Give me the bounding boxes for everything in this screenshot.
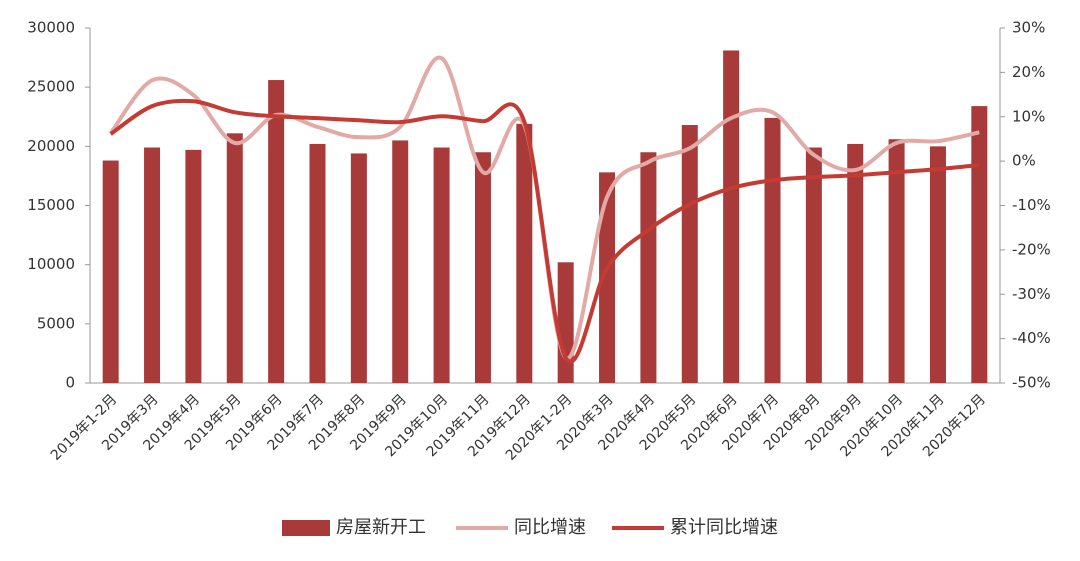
bar — [102, 160, 119, 383]
bar — [185, 149, 202, 383]
y2-tick-label: -50% — [1012, 374, 1051, 392]
y-tick-label: 0 — [65, 374, 75, 392]
bar — [392, 140, 409, 383]
bar — [640, 152, 657, 383]
bar — [847, 143, 864, 383]
bar — [971, 106, 988, 383]
line — [109, 98, 980, 364]
y2-tick-label: -10% — [1012, 196, 1051, 214]
bar — [226, 133, 243, 383]
y2-tick-label: -40% — [1012, 329, 1051, 347]
bar — [888, 139, 905, 383]
bar — [268, 80, 285, 384]
bar — [557, 262, 574, 383]
bar — [433, 147, 450, 383]
y2-tick-label: 10% — [1012, 107, 1045, 125]
y-tick-label: 10000 — [27, 255, 75, 273]
bar — [764, 117, 781, 383]
legend-label: 同比增速 — [514, 517, 586, 538]
bar — [681, 125, 698, 384]
legend-label: 房屋新开工 — [336, 517, 426, 538]
legend-swatch — [282, 520, 330, 536]
y-tick-label: 15000 — [27, 196, 75, 214]
bar — [309, 143, 326, 383]
y-tick-label: 5000 — [37, 314, 75, 332]
bar — [805, 147, 822, 383]
y2-tick-label: 0% — [1012, 152, 1036, 170]
y2-tick-label: -20% — [1012, 240, 1051, 258]
y2-tick-label: 30% — [1012, 19, 1045, 37]
legend-label: 累计同比增速 — [670, 517, 778, 538]
bar — [144, 147, 161, 383]
bar — [929, 146, 946, 383]
y-tick-label: 30000 — [27, 19, 75, 37]
y2-tick-label: -30% — [1012, 285, 1051, 303]
bar — [723, 50, 740, 383]
bar — [350, 153, 367, 383]
y-tick-label: 25000 — [27, 78, 75, 96]
bar — [516, 123, 533, 383]
bar — [599, 172, 616, 383]
y2-tick-label: 20% — [1012, 63, 1045, 81]
bar — [474, 152, 491, 383]
y-tick-label: 20000 — [27, 137, 75, 155]
